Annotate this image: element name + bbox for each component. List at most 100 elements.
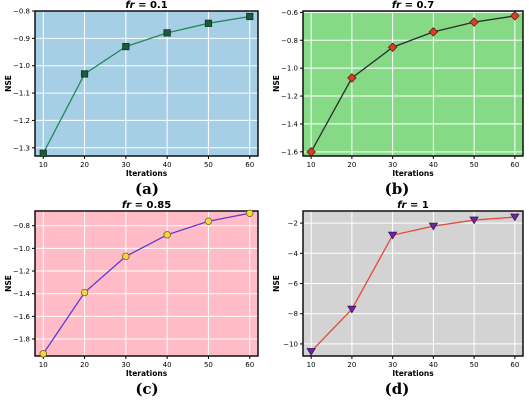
x-tick-label: 20 xyxy=(80,361,89,369)
chart-title-rest: = 1 xyxy=(406,200,428,211)
x-tick-label: 60 xyxy=(245,361,254,369)
series-line xyxy=(42,212,250,355)
data-point xyxy=(428,27,439,37)
y-tick-label: −6 xyxy=(288,280,299,288)
y-tick-label: −1.2 xyxy=(13,268,30,276)
x-tick-label: 20 xyxy=(347,161,356,169)
y-tick-label: −1.4 xyxy=(13,290,31,298)
y-tick-label: −0.8 xyxy=(13,8,30,16)
data-point xyxy=(39,149,47,157)
data-point xyxy=(428,222,439,231)
y-tick-label: −1.6 xyxy=(281,148,299,156)
data-point xyxy=(204,217,213,225)
chart-title: fr = 1 xyxy=(397,200,429,211)
chart-title-italic: fr xyxy=(125,0,135,11)
series-line xyxy=(42,15,250,154)
data-point xyxy=(347,305,357,314)
chart-c-svg: 10 20 30 40 50 60 −1.8 −1.6 −1.4 −1.2 −1.0 −0.8 Iter… xyxy=(4,200,259,378)
y-tick-label: −10 xyxy=(283,340,298,348)
data-point xyxy=(204,19,213,27)
data-point xyxy=(510,213,520,222)
x-tick-label: 10 xyxy=(39,161,48,169)
x-tick-label: 40 xyxy=(163,161,172,169)
x-axis-label: Iterations xyxy=(126,369,168,378)
x-tick-label: 30 xyxy=(388,161,397,169)
plot-frame xyxy=(34,210,259,357)
y-tick-label: −1.3 xyxy=(13,144,30,152)
data-point xyxy=(246,12,254,21)
x-tick-label: 20 xyxy=(347,361,356,369)
data-point xyxy=(306,147,316,157)
x-axis-label: Iterations xyxy=(392,369,434,378)
x-tick-label: 60 xyxy=(510,161,519,169)
x-axis-label: Iterations xyxy=(392,169,434,178)
chart-title-rest: = 0.85 xyxy=(131,200,171,211)
x-tick-label: 40 xyxy=(429,361,438,369)
y-tick-label: −1.6 xyxy=(13,313,31,321)
data-point xyxy=(122,252,130,261)
y-tick-label: −1.2 xyxy=(281,93,298,101)
chart-title: fr = 0.85 xyxy=(122,200,171,211)
chart-panel-d: 10 20 30 40 50 60 −10 −8 −6 −4 −2 Iterations NSE fr =… xyxy=(265,200,529,400)
y-axis-label: NSE xyxy=(272,275,281,292)
x-tick-label: 40 xyxy=(429,161,438,169)
y-tick-label: −1.0 xyxy=(281,65,298,73)
chart-b-svg: 10 20 30 40 50 60 −1.6 −1.4 −1.2 −1.0 −0.8 −0.6 Iter… xyxy=(272,0,524,178)
data-point xyxy=(163,29,171,37)
y-tick-label: −0.6 xyxy=(281,9,299,17)
x-tick-label: 10 xyxy=(39,361,48,369)
data-point xyxy=(122,42,130,51)
x-tick-label: 20 xyxy=(80,161,89,169)
x-tick-label: 30 xyxy=(388,361,397,369)
y-tick-label: −1.4 xyxy=(281,120,299,128)
chart-title-rest: = 0.1 xyxy=(135,0,168,11)
x-tick-label: 30 xyxy=(121,361,130,369)
y-tick-label: −1.0 xyxy=(13,62,30,70)
plot-background xyxy=(303,11,523,156)
y-axis-label: NSE xyxy=(4,275,13,292)
chart-title-italic: fr xyxy=(392,0,402,11)
data-point xyxy=(80,70,89,78)
chart-title: fr = 0.1 xyxy=(125,0,167,11)
y-tick-label: −4 xyxy=(288,250,299,258)
y-tick-label: −0.8 xyxy=(13,222,30,230)
data-point xyxy=(510,11,520,21)
x-tick-label: 10 xyxy=(307,161,316,169)
y-axis-label: NSE xyxy=(4,75,13,92)
y-axis-label: NSE xyxy=(272,75,281,92)
y-tick-label: −1.1 xyxy=(13,90,30,98)
data-point xyxy=(306,348,316,356)
data-point xyxy=(347,73,357,83)
chart-title-italic: fr xyxy=(397,200,407,211)
x-tick-label: 50 xyxy=(204,161,213,169)
plot-frame xyxy=(302,10,524,157)
series-line xyxy=(310,15,515,153)
x-tick-label: 30 xyxy=(121,161,130,169)
x-tick-label: 40 xyxy=(163,361,172,369)
y-tick-label: −2 xyxy=(288,220,298,228)
caption-c: (c) xyxy=(135,380,159,398)
x-tick-label: 50 xyxy=(470,161,479,169)
caption-d: (d) xyxy=(384,380,410,398)
y-tick-label: −8 xyxy=(288,310,298,318)
chart-title: fr = 0.7 xyxy=(392,0,434,11)
data-point xyxy=(163,231,171,239)
x-axis-label: Iterations xyxy=(126,169,168,178)
data-point xyxy=(469,17,479,27)
y-tick-label: −1.2 xyxy=(13,117,30,125)
data-point xyxy=(39,350,47,358)
chart-panel-c: 10 20 30 40 50 60 −1.8 −1.6 −1.4 −1.2 −1.0 −0.8 Iter… xyxy=(0,200,265,400)
chart-panel-b: 10 20 30 40 50 60 −1.6 −1.4 −1.2 −1.0 −0.8 −0.6 Iter… xyxy=(265,0,529,200)
chart-d-svg: 10 20 30 40 50 60 −10 −8 −6 −4 −2 Iterations NSE fr =… xyxy=(272,200,524,378)
x-tick-label: 60 xyxy=(510,361,519,369)
plot-background xyxy=(35,11,258,156)
y-tick-label: −1.8 xyxy=(13,336,30,344)
x-tick-label: 60 xyxy=(245,161,254,169)
chart-title-italic: fr xyxy=(122,200,132,211)
chart-a-svg: 10 20 30 40 50 60 −1.3 −1.2 −1.1 −1.0 −0.9 −0.8 Iter… xyxy=(4,0,259,178)
caption-b: (b) xyxy=(384,180,410,198)
plot-frame xyxy=(34,10,259,157)
caption-a: (a) xyxy=(135,180,159,198)
y-tick-label: −0.9 xyxy=(13,35,30,43)
x-tick-label: 10 xyxy=(307,361,316,369)
